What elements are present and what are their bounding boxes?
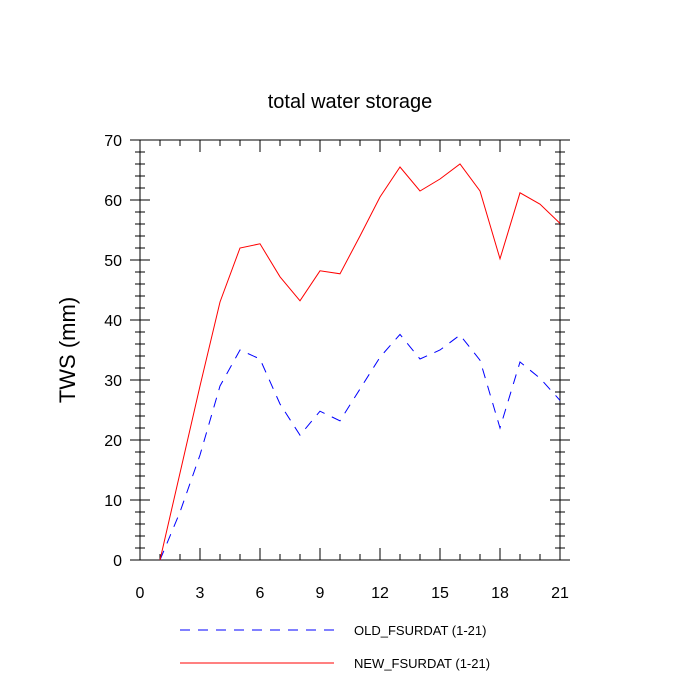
- x-tick-label: 21: [551, 585, 569, 602]
- legend: OLD_FSURDAT (1-21) NEW_FSURDAT (1-21): [180, 623, 490, 671]
- x-tick-label: 3: [196, 585, 205, 602]
- axis-ticks: [130, 139, 570, 561]
- legend-label: NEW_FSURDAT (1-21): [354, 656, 490, 671]
- y-tick-label: 50: [104, 253, 122, 270]
- x-tick-label: 6: [256, 585, 265, 602]
- x-tick-label: 9: [316, 585, 325, 602]
- series-line: [159, 333, 561, 561]
- series-lines: [159, 163, 561, 561]
- series-line: [159, 163, 561, 561]
- y-tick-label: 10: [104, 493, 122, 510]
- axis-tick-labels: 0 3 6 9 12 15 18 21 0 10 20 30 40 50 60 70: [104, 133, 569, 602]
- x-tick-label: 0: [136, 585, 145, 602]
- x-tick-label: 18: [491, 585, 509, 602]
- chart-title: total water storage: [268, 91, 433, 113]
- x-tick-label: 12: [371, 585, 389, 602]
- y-tick-label: 30: [104, 373, 122, 390]
- y-axis-label: TWS (mm): [55, 297, 80, 403]
- x-tick-label: 15: [431, 585, 449, 602]
- y-tick-label: 0: [113, 553, 122, 570]
- y-tick-label: 20: [104, 433, 122, 450]
- plot-frame: [139, 139, 561, 561]
- y-tick-label: 40: [104, 313, 122, 330]
- legend-label: OLD_FSURDAT (1-21): [354, 623, 486, 638]
- y-tick-label: 60: [104, 193, 122, 210]
- y-tick-label: 70: [104, 133, 122, 150]
